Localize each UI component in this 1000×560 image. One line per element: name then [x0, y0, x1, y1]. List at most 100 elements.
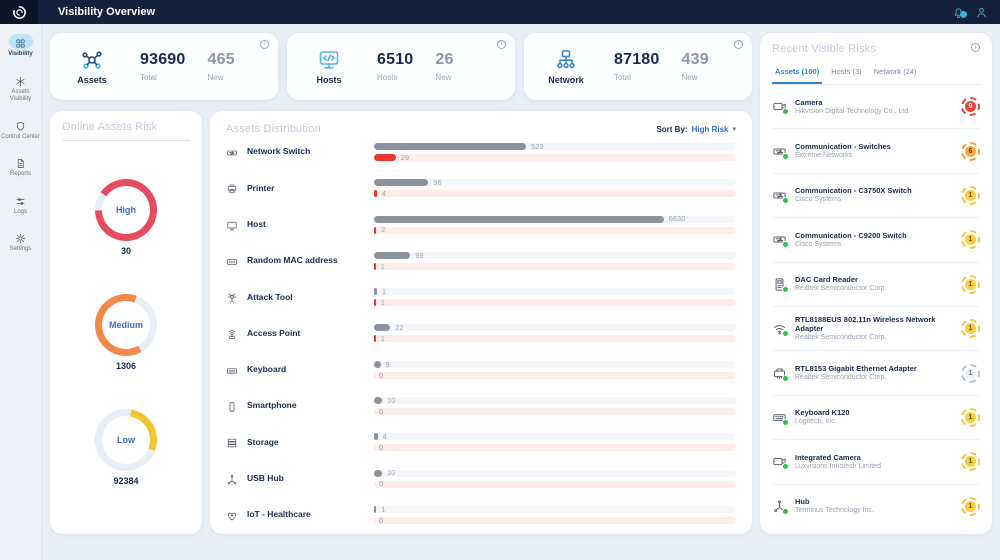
risk-count-value: 6	[965, 145, 976, 157]
total-bar-track: 96	[374, 179, 736, 187]
risk-count-badge: 1	[961, 274, 980, 294]
risk-list-item[interactable]: Communication - C9200 Switch Cisco Syste…	[772, 218, 980, 263]
total-bar-value: 4	[382, 432, 387, 442]
risks-tab[interactable]: Assets (100)	[772, 64, 823, 84]
distribution-row: IoT - Healthcare 1 0	[226, 506, 736, 524]
stat-cards-row: Assets 93690 Total 465 New i	[50, 33, 752, 100]
asset-type-icon	[226, 364, 238, 376]
risk-count-badge: 9	[961, 97, 980, 117]
stat-card-icon	[80, 48, 104, 72]
risk-list-item[interactable]: Hub Terminus Technology Inc. 1	[772, 485, 980, 528]
distribution-row: Attack Tool 1 1	[226, 286, 736, 307]
risk-count-badge: 1	[961, 319, 980, 339]
asset-type-icon	[226, 400, 238, 412]
risk-bar-value: 0	[379, 443, 384, 453]
stat-new-value: 26	[435, 51, 454, 68]
stat-total-value: 87180	[614, 51, 660, 68]
info-icon[interactable]: i	[971, 43, 980, 52]
total-bar-value: 10	[386, 468, 396, 478]
risk-list-item[interactable]: Camera Hikvision Digital Technology Co.,…	[772, 85, 980, 130]
risks-tab[interactable]: Network (24)	[873, 67, 917, 76]
risk-bar-track: 2	[374, 226, 736, 234]
risk-list-item[interactable]: Keyboard K120 Logitech, Inc. 1	[772, 396, 980, 441]
risk-count-badge: 1	[961, 408, 980, 428]
notification-badge	[960, 10, 967, 18]
total-bar-track: 1	[374, 286, 736, 296]
sidebar-item[interactable]: Logs	[1, 192, 41, 217]
risks-tabs: Assets (100) Hosts (3) Network (24)	[772, 64, 980, 85]
assets-distribution-title: Assets Distribution	[226, 123, 321, 135]
risk-bar-track: 0	[374, 372, 736, 379]
risk-bar-track: 1	[374, 297, 736, 307]
device-icon	[772, 454, 789, 471]
risk-count-value: 1	[965, 323, 976, 335]
risk-items-list: Camera Hikvision Digital Technology Co.,…	[772, 85, 980, 528]
risk-ring-label: Medium	[108, 320, 143, 330]
risk-bar-value: 1	[380, 297, 385, 307]
device-icon	[772, 499, 789, 515]
risk-rings: High 30 Medium 1306	[62, 141, 190, 524]
risk-bar-track: 0	[374, 406, 736, 416]
risk-list-item[interactable]: Communication - Switches Extreme Network…	[772, 129, 980, 174]
risk-count-badge: 1	[961, 230, 980, 250]
top-bar: Visibility Overview	[0, 0, 1000, 24]
asset-type-icon	[226, 509, 238, 521]
logo-icon	[12, 5, 27, 20]
total-bar-value: 22	[395, 323, 404, 333]
risk-bar	[374, 299, 376, 307]
risk-count-value: 1	[965, 367, 976, 379]
risk-list-item[interactable]: DAC Card Reader Realtek Semiconductor Co…	[772, 263, 980, 308]
distribution-row: Network Switch 523 29	[226, 143, 736, 161]
total-bar-track: 6630	[374, 215, 736, 223]
stat-card: Hosts 6510 Hosts 26 New i	[287, 33, 515, 100]
risk-bar-value: 0	[379, 370, 384, 380]
info-icon[interactable]: i	[260, 40, 269, 49]
total-bar-value: 99	[415, 250, 424, 260]
sidebar-item[interactable]: Assets Visibility	[1, 72, 41, 104]
risk-list-item[interactable]: Integrated Camera Luxvisions Innotech Li…	[772, 440, 980, 485]
sidebar-item[interactable]: Visibility	[1, 34, 41, 59]
stat-card: Network 87180 Total 439 New i	[524, 33, 752, 100]
sidebar-item-label: Settings	[9, 246, 32, 252]
sidebar-item-label: Reports	[9, 171, 31, 177]
risk-count-value: 1	[965, 234, 976, 246]
total-bar-value: 1	[381, 286, 387, 296]
risk-item-vendor: Terminus Technology Inc.	[795, 507, 874, 515]
sidebar-item[interactable]: Settings	[1, 229, 41, 254]
asset-type-label: Host	[247, 218, 266, 229]
sort-by-dropdown[interactable]: Sort By: High Risk ▾	[656, 125, 736, 134]
stat-total-value: 6510	[377, 51, 414, 68]
risk-item-vendor: Cisco Systems	[795, 196, 842, 204]
risk-bar	[374, 262, 376, 270]
risks-tab[interactable]: Hosts (3)	[831, 67, 862, 76]
risk-list-item[interactable]: RTL8153 Gigabit Ethernet Adapter Realtek…	[772, 351, 980, 396]
risk-count-badge: 1	[961, 496, 980, 516]
info-icon[interactable]: i	[734, 40, 743, 49]
distribution-row: Printer 96 4	[226, 179, 736, 198]
risk-ring-label: High	[116, 205, 136, 215]
total-bar	[374, 505, 377, 513]
risk-list-item[interactable]: RTL8188EUS 802.11n Wireless Network Adap…	[772, 307, 980, 352]
app-logo[interactable]	[0, 0, 38, 24]
sidebar-item[interactable]: Reports	[1, 154, 41, 179]
risk-item-vendor: Luxvisions Innotech Limited	[795, 462, 881, 470]
asset-type-icon	[226, 291, 238, 303]
asset-type-label: Network Switch	[247, 146, 311, 157]
total-bar-track: 523	[374, 143, 736, 150]
device-icon	[772, 232, 789, 249]
total-bar-value: 523	[531, 141, 544, 151]
sidebar-item[interactable]: Control Center	[1, 117, 41, 142]
sidebar-item-icon	[15, 119, 26, 131]
page-title: Visibility Overview	[58, 6, 156, 18]
sidebar-item-label: Logs	[13, 208, 27, 215]
info-icon[interactable]: i	[497, 40, 506, 49]
asset-type-label: Keyboard	[247, 364, 287, 375]
notifications-icon[interactable]	[952, 6, 967, 19]
risk-list-item[interactable]: Communication - C3750X Switch Cisco Syst…	[772, 174, 980, 219]
user-icon[interactable]	[975, 6, 988, 19]
risk-bar-value: 0	[379, 406, 384, 416]
risk-bar	[374, 226, 377, 234]
risk-ring-label: Low	[117, 435, 135, 445]
device-icon	[772, 410, 789, 427]
online-assets-risk-title: Online Assets Risk	[62, 121, 158, 133]
